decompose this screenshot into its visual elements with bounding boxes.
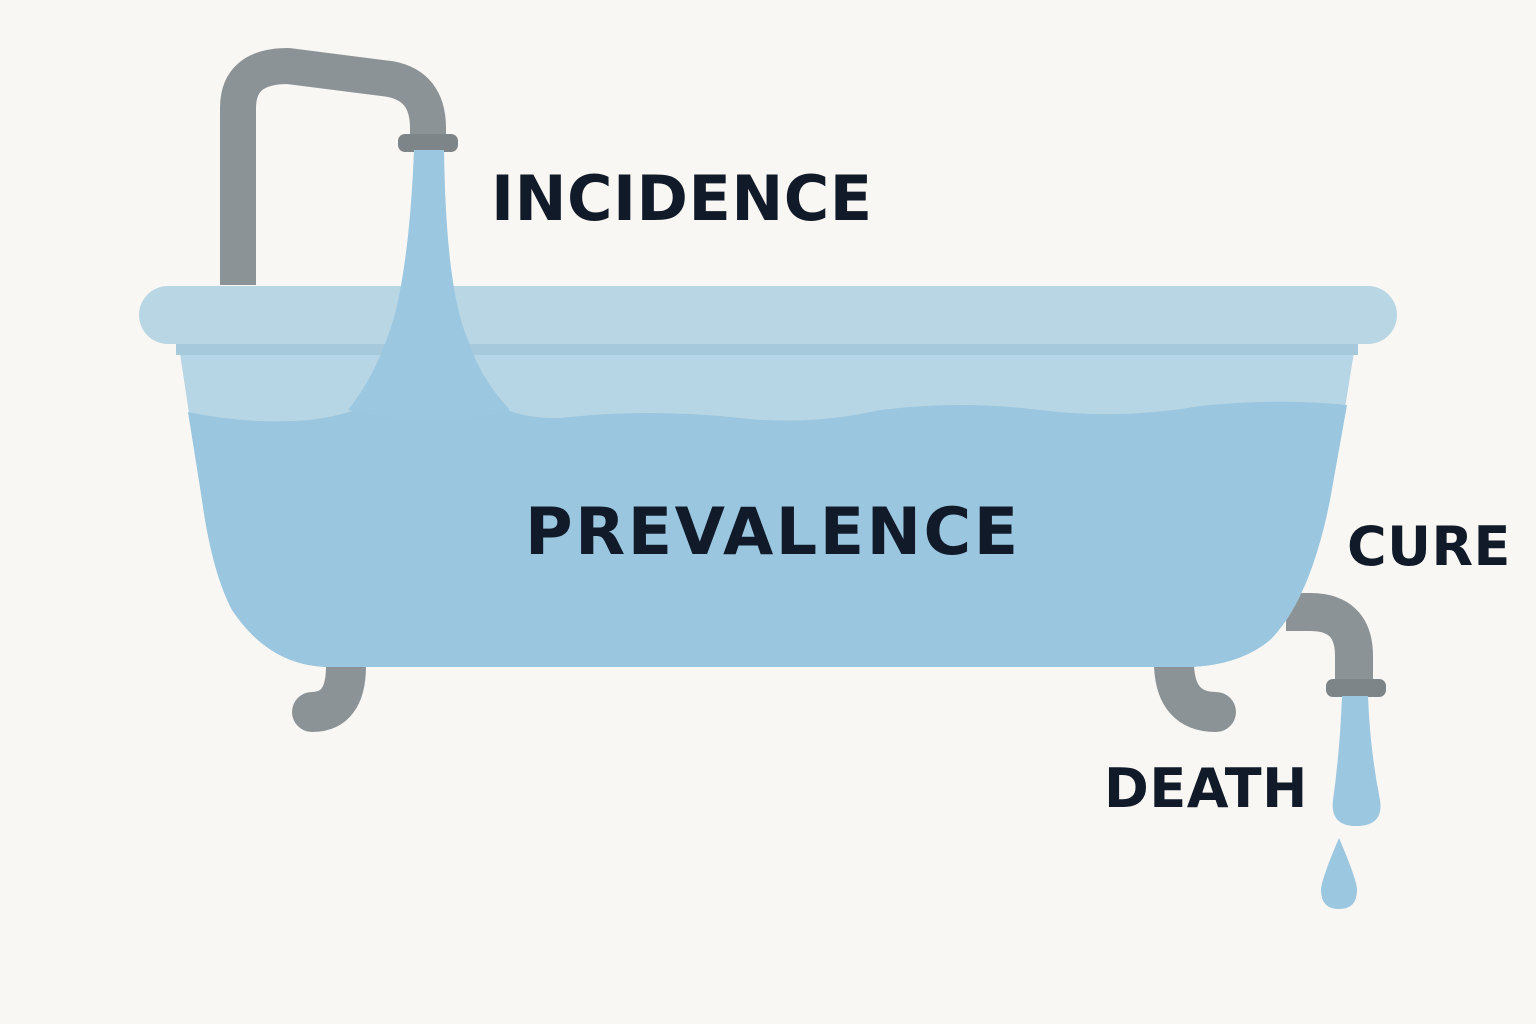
death-label: DEATH bbox=[1104, 757, 1308, 820]
prevalence-label: PREVALENCE bbox=[525, 495, 1021, 570]
faucet-icon bbox=[220, 48, 458, 285]
outflow-stream bbox=[1332, 696, 1381, 826]
water-drop-icon bbox=[1321, 838, 1357, 909]
water-surface bbox=[188, 390, 1347, 667]
bathtub-icon bbox=[139, 286, 1397, 667]
incidence-label: INCIDENCE bbox=[491, 162, 873, 235]
drain-pipe-icon bbox=[1286, 593, 1386, 697]
water-stream bbox=[348, 150, 510, 420]
cure-label: CURE bbox=[1347, 515, 1511, 578]
bathtub-feet bbox=[292, 646, 1236, 732]
